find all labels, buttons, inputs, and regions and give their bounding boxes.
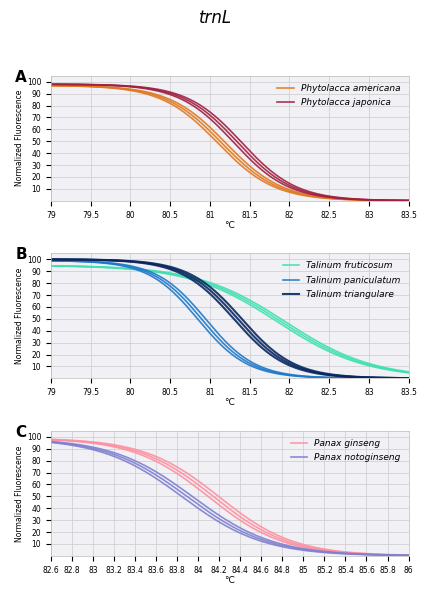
Line: Panax notoginseng: Panax notoginseng <box>51 442 409 556</box>
Phytolacca japonica <box>140 85 146 92</box>
Talinum triangulare <box>112 257 117 264</box>
Talinum paniculatum <box>406 375 411 382</box>
X-axis label: °C: °C <box>224 221 235 230</box>
Talinum fruticosum <box>318 344 323 351</box>
Talinum paniculatum <box>259 367 264 374</box>
Panax notoginseng <box>406 552 411 559</box>
Talinum fruticosum <box>406 369 411 376</box>
Phytolacca japonica <box>48 80 54 88</box>
Talinum triangulare <box>259 344 264 351</box>
Panax notoginseng <box>210 514 216 521</box>
Phytolacca japonica <box>112 82 117 89</box>
Talinum paniculatum <box>112 261 117 268</box>
Panax ginseng <box>259 529 264 536</box>
X-axis label: °C: °C <box>224 576 235 585</box>
Line: Talinum fruticosum: Talinum fruticosum <box>51 266 409 373</box>
Phytolacca americana <box>259 177 264 184</box>
Panax ginseng <box>140 452 146 459</box>
Panax ginseng <box>287 540 292 547</box>
Line: Phytolacca japonica: Phytolacca japonica <box>51 84 409 200</box>
Panax ginseng <box>406 552 411 559</box>
Y-axis label: Normalized Fluorescence: Normalized Fluorescence <box>15 268 24 364</box>
Talinum triangulare <box>48 256 54 263</box>
Talinum fruticosum <box>259 308 264 316</box>
Line: Talinum paniculatum: Talinum paniculatum <box>51 261 409 379</box>
Panax notoginseng <box>48 439 54 446</box>
Phytolacca americana <box>318 194 323 202</box>
Phytolacca japonica <box>210 118 216 125</box>
Phytolacca americana <box>112 85 117 92</box>
Talinum fruticosum <box>48 262 54 269</box>
Legend: Phytolacca americana, Phytolacca japonica: Phytolacca americana, Phytolacca japonic… <box>274 80 404 111</box>
Text: B: B <box>15 247 27 262</box>
Panax notoginseng <box>287 545 292 552</box>
Text: A: A <box>15 70 27 85</box>
Panax notoginseng <box>112 453 117 460</box>
Phytolacca americana <box>287 188 292 196</box>
Phytolacca japonica <box>259 166 264 173</box>
Talinum fruticosum <box>287 326 292 333</box>
Talinum paniculatum <box>287 372 292 379</box>
Panax notoginseng <box>318 548 323 556</box>
Talinum triangulare <box>318 370 323 377</box>
Legend: Panax ginseng, Panax notoginseng: Panax ginseng, Panax notoginseng <box>287 436 404 466</box>
Line: Talinum triangulare: Talinum triangulare <box>51 259 409 378</box>
X-axis label: °C: °C <box>224 398 235 407</box>
Y-axis label: Normalized Fluorescence: Normalized Fluorescence <box>15 445 24 542</box>
Panax notoginseng <box>140 467 146 474</box>
Panax ginseng <box>112 443 117 451</box>
Talinum triangulare <box>406 374 411 382</box>
Text: C: C <box>15 425 26 440</box>
Phytolacca japonica <box>287 184 292 191</box>
Panax ginseng <box>48 436 54 443</box>
Talinum paniculatum <box>318 374 323 381</box>
Phytolacca japonica <box>318 193 323 200</box>
Phytolacca americana <box>406 197 411 204</box>
Line: Panax ginseng: Panax ginseng <box>51 440 409 556</box>
Phytolacca japonica <box>406 197 411 204</box>
Y-axis label: Normalized Fluorescence: Normalized Fluorescence <box>15 90 24 187</box>
Talinum triangulare <box>210 293 216 300</box>
Phytolacca americana <box>48 82 54 89</box>
Line: Phytolacca americana: Phytolacca americana <box>51 86 409 200</box>
Talinum triangulare <box>287 362 292 369</box>
Talinum paniculatum <box>210 333 216 340</box>
Panax ginseng <box>210 497 216 504</box>
Talinum fruticosum <box>112 265 117 272</box>
Phytolacca americana <box>140 89 146 97</box>
Panax notoginseng <box>259 538 264 545</box>
Text: trnL: trnL <box>200 9 232 27</box>
Talinum paniculatum <box>48 257 54 265</box>
Phytolacca americana <box>210 134 216 142</box>
Talinum fruticosum <box>140 267 146 274</box>
Legend: Talinum fruticosum, Talinum paniculatum, Talinum triangulare: Talinum fruticosum, Talinum paniculatum,… <box>279 258 404 303</box>
Talinum fruticosum <box>210 283 216 290</box>
Panax ginseng <box>318 547 323 554</box>
Talinum paniculatum <box>140 268 146 275</box>
Talinum triangulare <box>140 259 146 266</box>
